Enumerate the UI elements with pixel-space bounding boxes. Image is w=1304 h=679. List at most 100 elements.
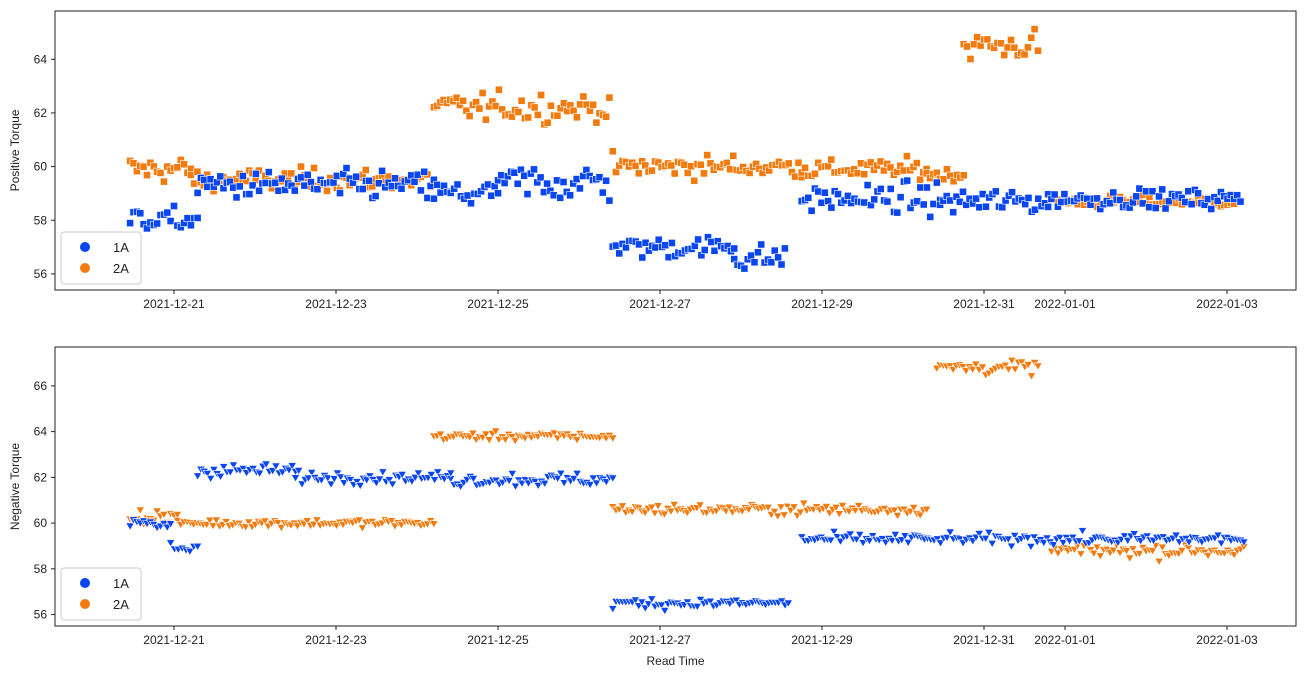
data-point-1A — [271, 462, 281, 471]
negative-torque-y-label: Negative Torque — [8, 443, 22, 530]
data-point-1A — [991, 187, 1000, 196]
data-point-2A — [576, 100, 584, 109]
data-point-1A — [342, 164, 351, 172]
data-point-2A — [452, 93, 461, 102]
data-point-1A — [539, 479, 550, 488]
data-point-2A — [276, 524, 287, 533]
data-point-1A — [1077, 527, 1088, 536]
data-point-1A — [1132, 192, 1141, 201]
data-point-1A — [410, 177, 419, 186]
data-point-1A — [1044, 203, 1052, 211]
data-point-2A — [159, 511, 169, 520]
data-point-1A — [1194, 189, 1202, 198]
data-point-1A — [980, 535, 991, 544]
data-point-1A — [323, 474, 333, 483]
data-point-2A — [1203, 552, 1213, 561]
data-point-1A — [903, 176, 912, 185]
data-point-2A — [961, 367, 971, 376]
data-point-1A — [1042, 534, 1052, 543]
data-point-1A — [1142, 187, 1150, 196]
data-point-2A — [517, 96, 526, 105]
data-point-1A — [770, 246, 779, 255]
data-point-2A — [1092, 543, 1102, 552]
data-point-2A — [680, 160, 689, 169]
data-point-1A — [916, 183, 925, 192]
legend-frame — [60, 567, 142, 621]
legend-marker-1A — [80, 578, 90, 588]
data-point-1A — [303, 170, 312, 179]
negative-torque-points — [125, 357, 1249, 616]
data-point-2A — [524, 113, 532, 122]
data-point-2A — [996, 39, 1005, 48]
data-point-2A — [465, 112, 474, 120]
x-tick-label: 2022-01-01 — [1034, 633, 1096, 647]
data-point-2A — [1134, 550, 1145, 559]
y-tick-label: 60 — [34, 160, 48, 174]
data-point-1A — [238, 465, 249, 474]
y-tick-label: 62 — [34, 106, 48, 120]
data-point-1A — [945, 196, 954, 205]
data-point-2A — [1023, 361, 1033, 370]
data-point-2A — [958, 363, 968, 372]
data-point-2A — [435, 430, 446, 439]
data-point-1A — [500, 179, 509, 187]
data-point-2A — [666, 507, 676, 516]
data-point-1A — [549, 191, 558, 200]
data-point-1A — [774, 253, 782, 262]
data-point-1A — [975, 203, 984, 212]
data-point-1A — [864, 537, 875, 546]
data-point-1A — [468, 475, 479, 484]
data-point-2A — [530, 103, 539, 112]
data-point-1A — [510, 168, 519, 177]
data-point-1A — [413, 170, 422, 179]
data-point-2A — [361, 166, 370, 174]
data-point-1A — [513, 179, 522, 188]
data-point-1A — [987, 540, 997, 549]
data-point-1A — [1207, 205, 1216, 213]
negative-torque-plot-area — [55, 347, 1296, 626]
data-point-1A — [585, 481, 595, 490]
legend-label-1A: 1A — [113, 240, 129, 255]
data-point-2A — [791, 172, 800, 181]
data-point-1A — [533, 482, 543, 491]
data-point-2A — [687, 162, 695, 171]
data-point-1A — [463, 191, 472, 200]
data-point-1A — [566, 191, 574, 200]
data-point-1A — [1031, 205, 1039, 214]
data-point-2A — [810, 169, 819, 178]
data-point-1A — [378, 167, 386, 175]
data-point-2A — [915, 511, 925, 520]
data-point-1A — [300, 181, 309, 190]
data-point-1A — [845, 530, 855, 539]
data-point-2A — [533, 111, 542, 119]
data-point-1A — [520, 171, 529, 180]
data-point-2A — [173, 163, 182, 172]
data-point-1A — [420, 167, 429, 176]
data-point-2A — [1016, 358, 1027, 367]
data-point-1A — [656, 601, 667, 610]
data-point-1A — [397, 184, 406, 193]
data-point-1A — [1135, 184, 1144, 193]
data-point-1A — [433, 180, 442, 189]
data-point-1A — [326, 480, 336, 489]
data-point-1A — [556, 469, 566, 478]
data-point-1A — [192, 472, 203, 481]
data-point-1A — [1109, 188, 1118, 197]
data-point-2A — [514, 108, 523, 116]
data-point-1A — [183, 214, 192, 223]
data-point-1A — [601, 478, 612, 487]
data-point-1A — [487, 191, 496, 200]
data-point-1A — [974, 530, 984, 539]
data-point-1A — [510, 482, 521, 491]
x-tick-label: 2021-12-27 — [629, 297, 691, 311]
data-point-2A — [669, 501, 679, 510]
data-point-2A — [700, 169, 708, 178]
data-point-2A — [572, 436, 582, 445]
x-tick-label: 2021-12-23 — [305, 297, 367, 311]
data-point-1A — [187, 221, 195, 230]
data-point-1A — [543, 179, 551, 188]
legend-marker-1A — [80, 242, 90, 252]
data-point-2A — [572, 113, 581, 122]
data-point-1A — [410, 474, 420, 483]
data-point-1A — [757, 240, 766, 249]
